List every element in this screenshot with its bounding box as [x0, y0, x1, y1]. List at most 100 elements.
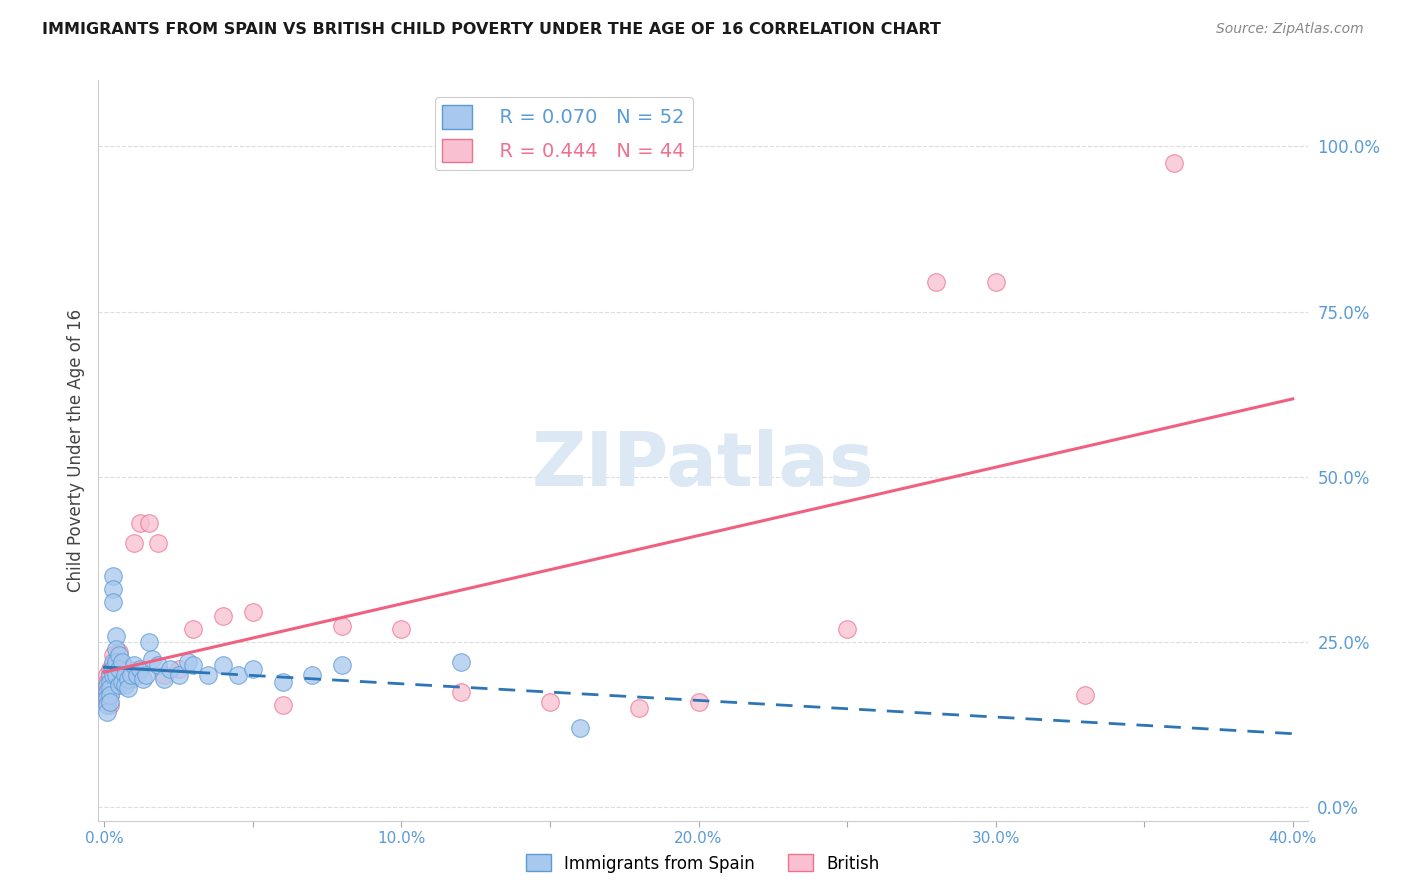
Point [1163, 156, 1185, 170]
Point [242, 662, 264, 676]
Point [103, 582, 125, 597]
Point [103, 648, 125, 663]
Point [212, 658, 235, 673]
Point [138, 516, 160, 531]
Point [159, 662, 181, 676]
Point [167, 668, 190, 682]
Point [450, 684, 472, 698]
Point [212, 608, 235, 623]
Point [111, 655, 134, 669]
Point [167, 662, 190, 676]
Point [96, 705, 118, 719]
Point [117, 662, 139, 676]
Point [146, 536, 169, 550]
Point [114, 668, 136, 682]
Point [835, 622, 858, 636]
Point [98, 668, 121, 682]
Point [125, 668, 148, 682]
Point [96, 698, 118, 712]
Point [96, 691, 118, 706]
Point [103, 662, 125, 676]
Point [105, 655, 128, 669]
Point [105, 641, 128, 656]
Text: Source: ZipAtlas.com: Source: ZipAtlas.com [1216, 22, 1364, 37]
Point [122, 658, 145, 673]
Point [98, 695, 121, 709]
Point [117, 681, 139, 696]
Point [108, 662, 131, 676]
Point [568, 721, 591, 735]
Point [96, 668, 118, 682]
Point [103, 595, 125, 609]
Point [96, 688, 118, 702]
Point [135, 668, 157, 682]
Point [129, 516, 152, 531]
Point [96, 678, 118, 692]
Point [122, 536, 145, 550]
Point [98, 678, 121, 692]
Point [183, 622, 205, 636]
Point [103, 569, 125, 583]
Point [271, 698, 294, 712]
Point [98, 688, 121, 702]
Point [129, 662, 152, 676]
Point [105, 668, 128, 682]
Text: ZIPatlas: ZIPatlas [531, 429, 875, 502]
Point [108, 645, 131, 659]
Point [183, 658, 205, 673]
Point [103, 658, 125, 673]
Point [146, 658, 169, 673]
Point [152, 668, 174, 682]
Point [197, 668, 219, 682]
Point [98, 681, 121, 696]
Point [96, 695, 118, 709]
Point [391, 622, 413, 636]
Point [330, 618, 353, 632]
Point [1074, 688, 1097, 702]
Point [141, 651, 163, 665]
Point [98, 674, 121, 689]
Point [96, 674, 118, 689]
Point [103, 678, 125, 692]
Point [330, 658, 353, 673]
Point [450, 655, 472, 669]
Legend: Immigrants from Spain, British: Immigrants from Spain, British [519, 847, 887, 880]
Point [628, 701, 651, 715]
Point [138, 635, 160, 649]
Point [108, 648, 131, 663]
Point [688, 695, 710, 709]
Point [105, 668, 128, 682]
Point [117, 672, 139, 686]
Point [98, 668, 121, 682]
Text: IMMIGRANTS FROM SPAIN VS BRITISH CHILD POVERTY UNDER THE AGE OF 16 CORRELATION C: IMMIGRANTS FROM SPAIN VS BRITISH CHILD P… [42, 22, 941, 37]
Point [105, 655, 128, 669]
Point [120, 672, 142, 686]
Point [176, 655, 198, 669]
Point [925, 275, 948, 289]
Point [132, 672, 155, 686]
Point [984, 275, 1007, 289]
Point [98, 662, 121, 676]
Point [105, 629, 128, 643]
Point [271, 674, 294, 689]
Point [111, 672, 134, 686]
Point [226, 668, 249, 682]
Point [301, 668, 323, 682]
Point [103, 668, 125, 682]
Point [111, 658, 134, 673]
Point [96, 684, 118, 698]
Point [98, 698, 121, 712]
Point [120, 668, 142, 682]
Point [98, 688, 121, 702]
Point [538, 695, 561, 709]
Legend:   R = 0.070   N = 52,   R = 0.444   N = 44: R = 0.070 N = 52, R = 0.444 N = 44 [434, 97, 693, 170]
Point [242, 606, 264, 620]
Point [114, 668, 136, 682]
Point [111, 674, 134, 689]
Point [103, 655, 125, 669]
Point [152, 672, 174, 686]
Point [108, 662, 131, 676]
Y-axis label: Child Poverty Under the Age of 16: Child Poverty Under the Age of 16 [66, 309, 84, 592]
Point [103, 668, 125, 682]
Point [108, 678, 131, 692]
